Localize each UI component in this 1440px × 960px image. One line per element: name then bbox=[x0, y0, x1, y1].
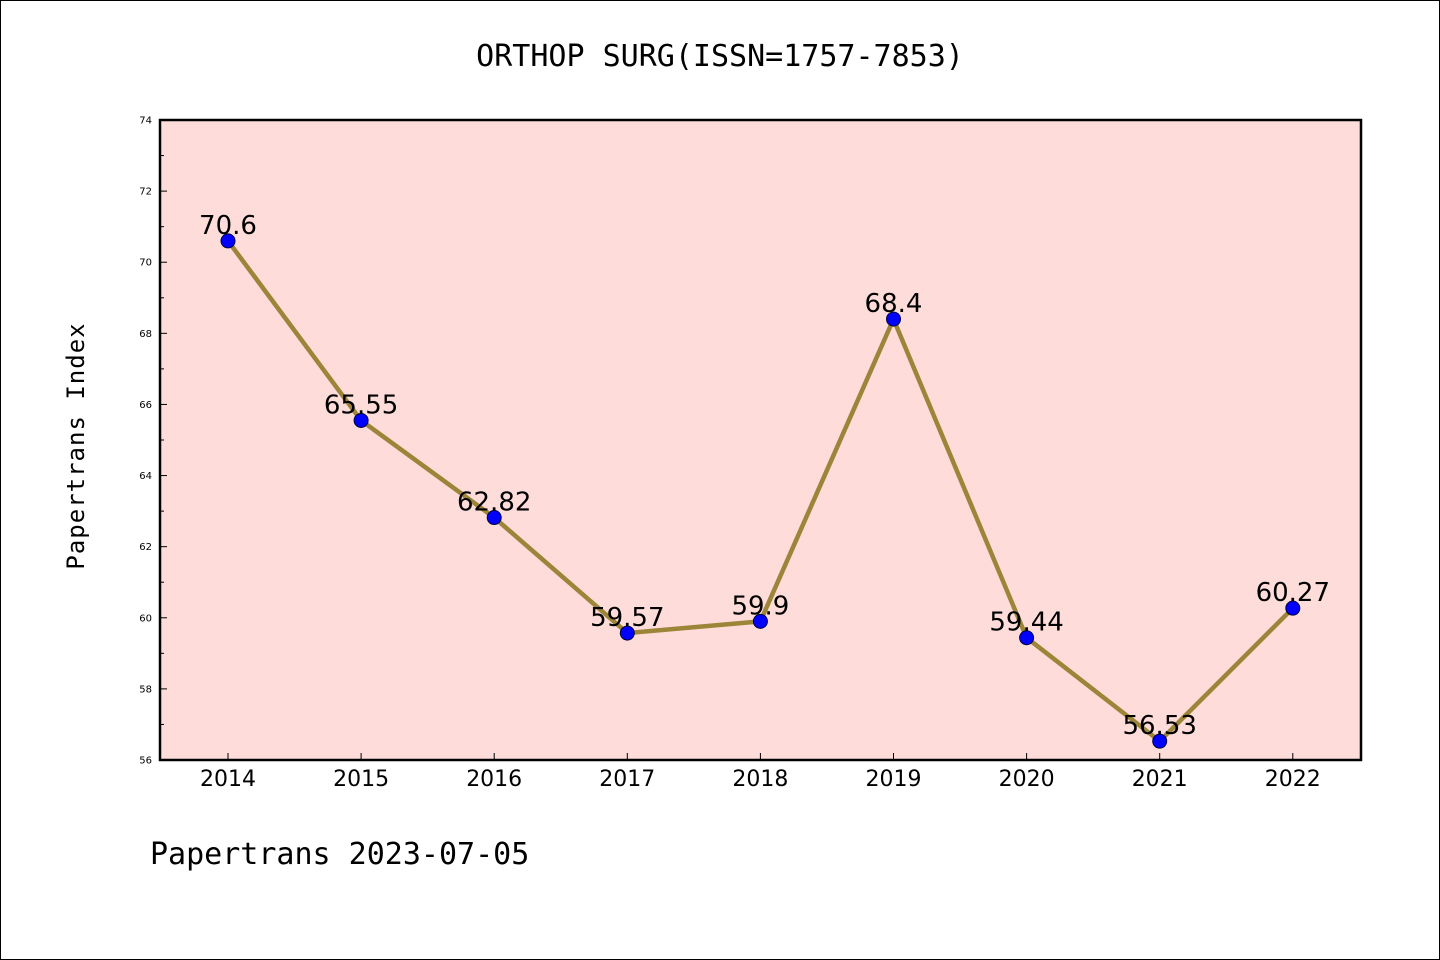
x-tick-label: 2021 bbox=[1132, 767, 1188, 792]
y-axis-label: Papertrans Index bbox=[62, 322, 90, 569]
y-tick-label: 64 bbox=[139, 471, 152, 482]
data-label: 56.53 bbox=[1122, 711, 1196, 741]
y-tick-label: 62 bbox=[139, 542, 152, 553]
data-label: 70.6 bbox=[199, 211, 257, 241]
x-tick-label: 2022 bbox=[1265, 767, 1321, 792]
data-label: 68.4 bbox=[865, 289, 923, 319]
data-label: 62.82 bbox=[457, 488, 531, 518]
data-label: 59.9 bbox=[731, 591, 789, 621]
x-axis: 2014 2015 2016 2017 2018 2019 2020 2021 2022 bbox=[200, 753, 1321, 792]
data-label: 59.44 bbox=[989, 608, 1063, 638]
x-tick-label: 2019 bbox=[866, 767, 922, 792]
data-label: 65.55 bbox=[324, 390, 398, 420]
x-tick-label: 2017 bbox=[599, 767, 655, 792]
y-tick-label: 58 bbox=[139, 684, 152, 695]
y-tick-label: 68 bbox=[139, 329, 152, 340]
data-point bbox=[486, 510, 502, 526]
data-point bbox=[220, 233, 236, 249]
chart-title: ORTHOP SURG(ISSN=1757-7853) bbox=[476, 39, 964, 74]
data-point bbox=[1152, 733, 1168, 749]
data-label: 60.27 bbox=[1256, 578, 1330, 608]
data-point bbox=[1019, 630, 1035, 646]
x-tick-label: 2018 bbox=[732, 767, 788, 792]
x-tick-label: 2014 bbox=[200, 767, 256, 792]
data-point bbox=[1285, 600, 1301, 616]
data-point bbox=[619, 625, 635, 641]
y-axis: 56 58 60 62 64 66 68 70 72 74 bbox=[139, 116, 167, 767]
data-point bbox=[886, 311, 901, 327]
series-markers bbox=[220, 233, 1301, 749]
data-labels: 70.6 65.55 62.82 59.57 59.9 68.4 59.44 56.53 60.… bbox=[199, 211, 1330, 741]
x-tick-label: 2020 bbox=[999, 767, 1055, 792]
data-label: 59.57 bbox=[590, 603, 664, 633]
y-tick-label: 70 bbox=[139, 258, 152, 269]
y-tick-label: 56 bbox=[139, 756, 152, 767]
y-tick-label: 66 bbox=[139, 400, 152, 411]
data-point bbox=[752, 613, 768, 629]
x-tick-label: 2015 bbox=[333, 767, 389, 792]
y-tick-label: 74 bbox=[139, 116, 152, 127]
y-tick-label: 60 bbox=[139, 613, 152, 624]
y-tick-label: 72 bbox=[139, 187, 152, 198]
x-tick-label: 2016 bbox=[466, 767, 522, 792]
plot-area bbox=[158, 118, 1363, 762]
footer-text: Papertrans 2023-07-05 bbox=[150, 837, 529, 872]
data-point bbox=[353, 412, 369, 428]
